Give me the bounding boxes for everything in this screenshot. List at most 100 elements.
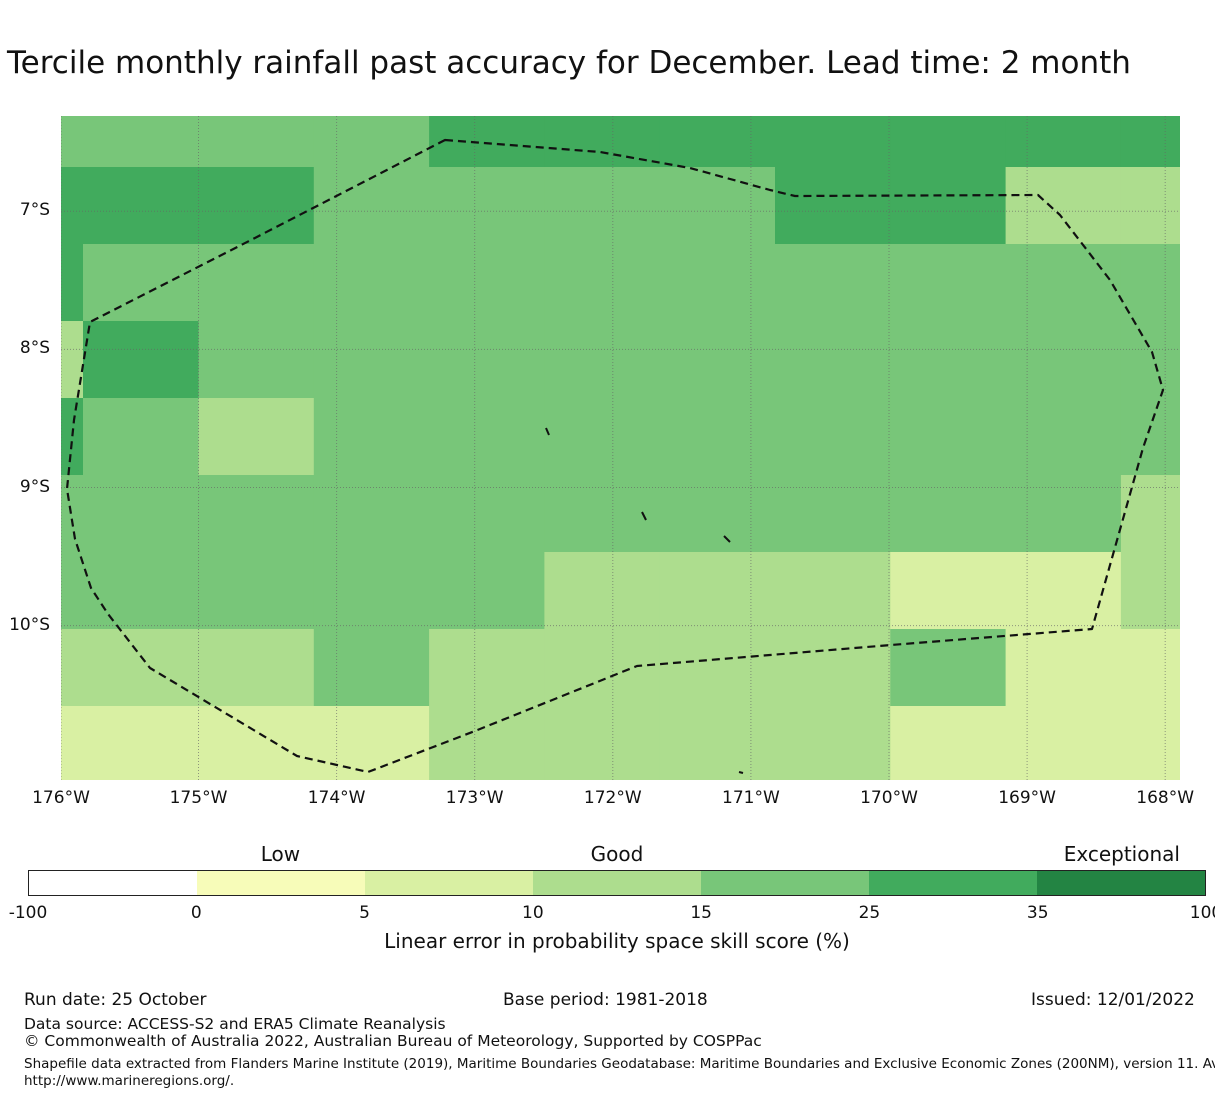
heatmap-cell [429,167,545,245]
issued-date-text: Issued: 12/01/2022 [1031,990,1195,1010]
heatmap-cell [890,475,1007,553]
colorbar-category-label: Exceptional [1063,842,1180,866]
heatmap-cell [890,321,1007,399]
heatmap-cell [659,475,776,553]
x-tick-label: 171°W [722,788,780,808]
heatmap-cell [198,706,315,780]
heatmap-cell [313,398,430,476]
heatmap-cell [429,244,545,322]
heatmap-cell [198,167,315,245]
base-period-text: Base period: 1981-2018 [503,990,708,1010]
data-source-text: Data source: ACCESS-S2 and ERA5 Climate … [24,1015,446,1033]
colorbar [28,870,1206,896]
heatmap-cell [313,706,430,780]
x-tick-label: 176°W [32,788,90,808]
heatmap-cell [83,552,200,630]
island-mark [738,771,744,774]
heatmap-cell [313,629,430,707]
heatmap-cell [313,321,430,399]
heatmap-cell [659,321,776,399]
heatmap-cell [890,398,1007,476]
map-plot [61,116,1180,780]
heatmap-cell [429,116,545,168]
heatmap-cell [775,244,891,322]
heatmap-cell [659,706,776,780]
heatmap-cell [1120,244,1180,322]
heatmap-cell [313,116,430,168]
colorbar-segment [365,871,533,895]
colorbar-tick-label: 10 [522,903,544,923]
colorbar-segment [533,871,701,895]
colorbar-tick-label: 15 [690,903,712,923]
colorbar-tick-label: 35 [1026,903,1049,923]
heatmap-cell [1120,116,1180,168]
colorbar-segment [869,871,1037,895]
colorbar-segment [197,871,365,895]
heatmap-cell [429,706,545,780]
heatmap-cell [659,244,776,322]
shapefile-url-text: http://www.marineregions.org/. [24,1073,235,1089]
island-mark [545,427,550,436]
heatmap-cell [83,475,200,553]
heatmap-cell [659,167,776,245]
heatmap-cell [198,116,315,168]
heatmap-cell [83,321,200,399]
shapefile-note-text: Shapefile data extracted from Flanders M… [24,1056,1215,1072]
heatmap-cell [61,629,84,707]
heatmap-cell [61,398,84,476]
heatmap-cell [1005,167,1122,245]
y-tick-label: 7°S [19,200,50,221]
heatmap-cell [61,475,84,553]
x-tick-label: 168°W [1136,788,1195,808]
heatmap-cell [313,244,430,322]
heatmap-cell [1120,706,1180,780]
heatmap-cell [61,706,84,780]
heatmap-cell [659,629,776,707]
heatmap-cell [61,116,84,168]
heatmap-cell [1120,398,1180,476]
heatmap-cell [1120,552,1180,630]
heatmap-cell [83,244,200,322]
heatmap-cell [313,167,430,245]
heatmap-cell [198,398,315,476]
heatmap-cell [198,475,315,553]
heatmap-cell [775,167,891,245]
colorbar-segment [29,871,197,895]
heatmap-cell [61,167,84,245]
heatmap-cell [198,629,315,707]
x-tick-label: 170°W [860,788,918,808]
island-mark [641,511,647,521]
colorbar-category-label: Good [590,842,644,866]
heatmap-cell [429,321,545,399]
heatmap-cell [198,552,315,630]
y-tick-label: 10°S [9,614,50,635]
heatmap-cell [83,629,200,707]
heatmap-cell [775,116,891,168]
heatmap-cell [61,244,84,322]
heatmap-cell [313,475,430,553]
heatmap-cell [890,552,1007,630]
heatmap-cell [544,167,661,245]
x-tick-label: 172°W [583,788,642,808]
heatmap-cell [890,629,1007,707]
heatmap-cell [544,244,661,322]
heatmap-cell [1005,398,1122,476]
colorbar-category-label: Low [260,842,301,866]
run-date-text: Run date: 25 October [24,990,207,1010]
heatmap-cell [1005,244,1122,322]
heatmap-cell [1120,629,1180,707]
eez-boundary [65,138,1165,774]
heatmap-cell [890,116,1007,168]
colorbar-caption: Linear error in probability space skill … [384,929,850,953]
heatmap-cell [1005,706,1122,780]
y-tick-label: 9°S [19,476,50,497]
chart-title: Tercile monthly rainfall past accuracy f… [7,45,1131,81]
heatmap-cell [83,706,200,780]
heatmap-cell [1005,321,1122,399]
heatmap-cell [83,398,200,476]
heatmap-cell [429,398,545,476]
skill-score-heatmap [61,116,1180,780]
heatmap-cell [198,321,315,399]
copyright-text: © Commonwealth of Australia 2022, Austra… [24,1032,762,1050]
